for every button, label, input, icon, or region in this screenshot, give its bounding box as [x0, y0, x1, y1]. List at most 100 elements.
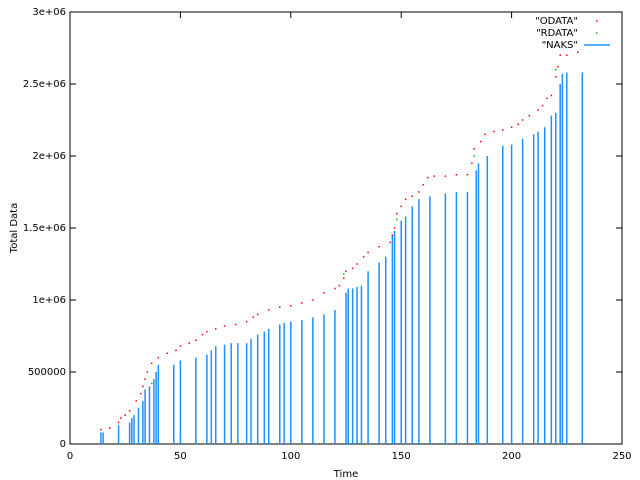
- x-tick-label: 100: [281, 451, 300, 462]
- data-dot: [411, 195, 413, 198]
- data-dot: [279, 306, 281, 308]
- y-tick-label: 2.5e+06: [23, 79, 66, 90]
- y-tick-label: 1.5e+06: [23, 223, 66, 234]
- data-dot: [166, 352, 168, 355]
- data-dot: [267, 309, 270, 311]
- data-dot: [473, 155, 475, 157]
- data-dot: [323, 292, 325, 294]
- y-tick-label: 500000: [28, 367, 66, 378]
- data-dot: [559, 54, 561, 56]
- data-dot: [473, 148, 475, 150]
- x-tick-label: 150: [392, 451, 411, 462]
- data-dot: [444, 175, 447, 177]
- data-dot: [566, 54, 568, 56]
- x-tick-label: 200: [502, 451, 521, 462]
- data-dot: [528, 114, 531, 117]
- data-dot: [510, 126, 513, 128]
- data-dot: [252, 316, 255, 319]
- data-dot: [139, 392, 142, 395]
- data-dot: [120, 417, 122, 419]
- data-dot: [396, 212, 398, 215]
- x-axis-label: Time: [333, 469, 358, 480]
- data-dot: [517, 123, 519, 126]
- data-dot: [433, 175, 436, 177]
- x-tick-label: 250: [612, 451, 631, 462]
- data-dot: [404, 198, 407, 200]
- y-tick-label: 2e+06: [32, 151, 66, 162]
- data-dot: [471, 162, 473, 164]
- data-dot: [577, 51, 579, 54]
- data-dot: [345, 270, 347, 272]
- data-dot: [422, 184, 425, 186]
- data-dot: [393, 227, 396, 229]
- y-tick-label: 3e+06: [32, 7, 66, 18]
- data-dot: [117, 421, 120, 424]
- data-dot: [555, 68, 557, 71]
- data-dot: [146, 371, 149, 373]
- data-dot: [351, 267, 354, 270]
- data-dot: [389, 241, 391, 244]
- data-dot: [223, 325, 226, 327]
- data-dot: [100, 428, 102, 431]
- data-dot: [521, 119, 524, 121]
- data-dot: [245, 320, 248, 323]
- legend-label: "RDATA": [536, 28, 578, 39]
- data-dot: [343, 273, 345, 275]
- data-dot: [466, 173, 469, 176]
- data-dot: [537, 109, 539, 111]
- data-dot: [334, 287, 336, 290]
- data-dot: [124, 414, 126, 416]
- data-dot: [493, 130, 495, 133]
- data-dot: [150, 382, 153, 385]
- data-dot: [301, 302, 303, 304]
- data-dot: [502, 129, 504, 131]
- data-dot: [201, 333, 204, 336]
- data-dot: [426, 176, 429, 179]
- y-axis-label: Total Data: [9, 203, 20, 254]
- data-dot: [256, 313, 259, 316]
- data-dot: [179, 345, 182, 347]
- data-dot: [234, 323, 237, 326]
- data-dot: [356, 263, 358, 265]
- data-dot: [367, 251, 369, 254]
- data-dot: [550, 94, 553, 97]
- legend-swatch: [596, 32, 598, 34]
- data-dot: [290, 305, 292, 307]
- data-dot: [108, 427, 111, 429]
- data-dot: [541, 104, 544, 107]
- data-dot: [378, 245, 380, 248]
- data-dot: [557, 65, 559, 68]
- data-dot: [214, 328, 217, 330]
- data-dot: [396, 218, 398, 221]
- y-tick-label: 1e+06: [32, 295, 66, 306]
- data-dot: [455, 173, 458, 176]
- data-dot: [206, 330, 208, 333]
- data-dot: [343, 277, 345, 280]
- data-dot: [142, 385, 144, 388]
- data-dot: [128, 410, 131, 412]
- legend-label: "NAKS": [542, 40, 578, 51]
- data-dot: [400, 205, 402, 208]
- x-tick-label: 50: [174, 451, 187, 462]
- data-dot: [188, 342, 190, 344]
- data-dot: [391, 234, 394, 236]
- legend-swatch: [596, 20, 598, 22]
- data-dot: [546, 97, 548, 100]
- data-dot: [312, 299, 314, 301]
- data-dot: [338, 284, 341, 287]
- data-dot: [157, 356, 160, 359]
- data-dot: [418, 191, 420, 193]
- data-dot: [555, 76, 557, 78]
- data-dot: [175, 349, 177, 352]
- y-tick-label: 0: [60, 439, 66, 450]
- data-dot: [484, 133, 486, 136]
- data-dot: [195, 339, 197, 342]
- x-tick-label: 0: [67, 451, 73, 462]
- data-dot: [479, 140, 482, 143]
- data-dot: [150, 362, 153, 365]
- data-dot: [362, 256, 365, 258]
- data-dot: [144, 378, 146, 380]
- data-dot: [135, 400, 137, 402]
- legend-label: "ODATA": [535, 16, 578, 27]
